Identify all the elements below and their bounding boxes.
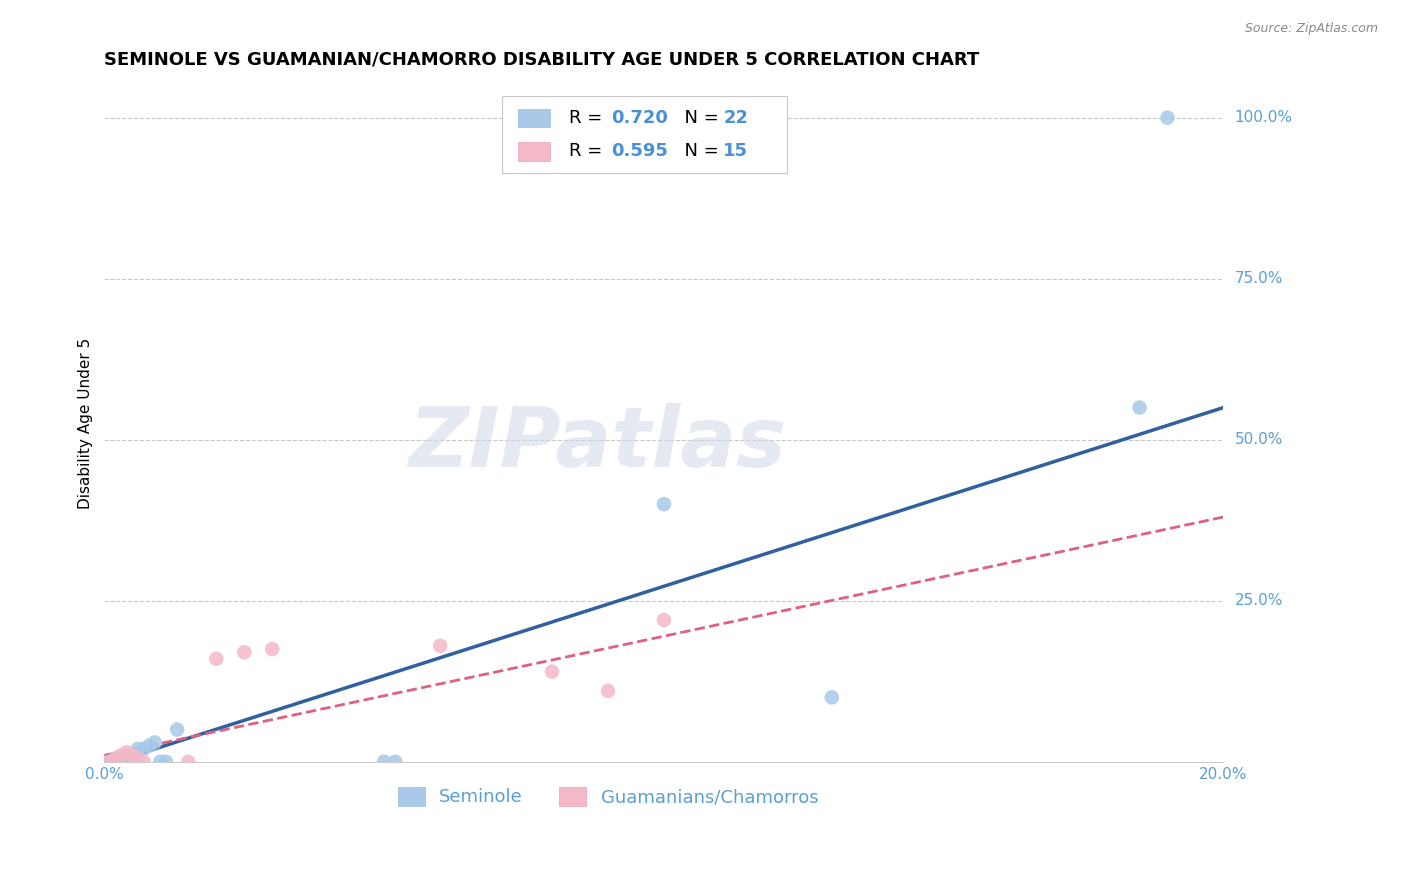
Point: [121, 748, 143, 763]
Point: [143, 735, 166, 749]
Text: ZIPatlas: ZIPatlas: [408, 403, 786, 484]
Point: [121, 748, 143, 763]
Point: [132, 755, 155, 769]
Point: [373, 755, 395, 769]
Text: Source: ZipAtlas.com: Source: ZipAtlas.com: [1244, 22, 1378, 36]
Point: [541, 665, 564, 679]
Text: N =: N =: [673, 109, 724, 127]
Point: [384, 755, 406, 769]
Text: 50.0%: 50.0%: [1234, 433, 1282, 447]
Bar: [519, 109, 550, 128]
Text: 0.595: 0.595: [612, 142, 668, 160]
Point: [166, 723, 188, 737]
Point: [104, 755, 127, 769]
Point: [1128, 401, 1150, 415]
Text: R =: R =: [569, 142, 607, 160]
Text: 75.0%: 75.0%: [1234, 271, 1282, 286]
Point: [110, 748, 132, 763]
Text: R =: R =: [569, 109, 607, 127]
Point: [115, 745, 138, 759]
Point: [149, 755, 172, 769]
Point: [127, 751, 149, 765]
Point: [233, 645, 256, 659]
Point: [821, 690, 844, 705]
Point: [104, 751, 127, 765]
Point: [177, 755, 200, 769]
Point: [110, 751, 132, 765]
Text: 0.720: 0.720: [612, 109, 668, 127]
Point: [596, 684, 619, 698]
Text: 22: 22: [723, 109, 748, 127]
Point: [155, 755, 177, 769]
Point: [98, 755, 121, 769]
Point: [110, 755, 132, 769]
Point: [121, 751, 143, 765]
Point: [132, 742, 155, 756]
Point: [429, 639, 451, 653]
FancyBboxPatch shape: [502, 95, 787, 173]
Point: [98, 755, 121, 769]
Y-axis label: Disability Age Under 5: Disability Age Under 5: [79, 338, 93, 509]
Point: [104, 751, 127, 765]
Point: [115, 748, 138, 763]
Text: SEMINOLE VS GUAMANIAN/CHAMORRO DISABILITY AGE UNDER 5 CORRELATION CHART: SEMINOLE VS GUAMANIAN/CHAMORRO DISABILIT…: [104, 51, 980, 69]
Point: [262, 642, 284, 657]
Legend: Seminole, Guamanians/Chamorros: Seminole, Guamanians/Chamorros: [391, 780, 825, 814]
Point: [652, 497, 675, 511]
Bar: [519, 142, 550, 161]
Point: [1156, 111, 1178, 125]
Point: [115, 751, 138, 765]
Text: 15: 15: [723, 142, 748, 160]
Point: [138, 739, 160, 753]
Point: [127, 742, 149, 756]
Text: 100.0%: 100.0%: [1234, 111, 1292, 125]
Text: 25.0%: 25.0%: [1234, 593, 1282, 608]
Point: [652, 613, 675, 627]
Point: [205, 651, 228, 665]
Text: N =: N =: [673, 142, 724, 160]
